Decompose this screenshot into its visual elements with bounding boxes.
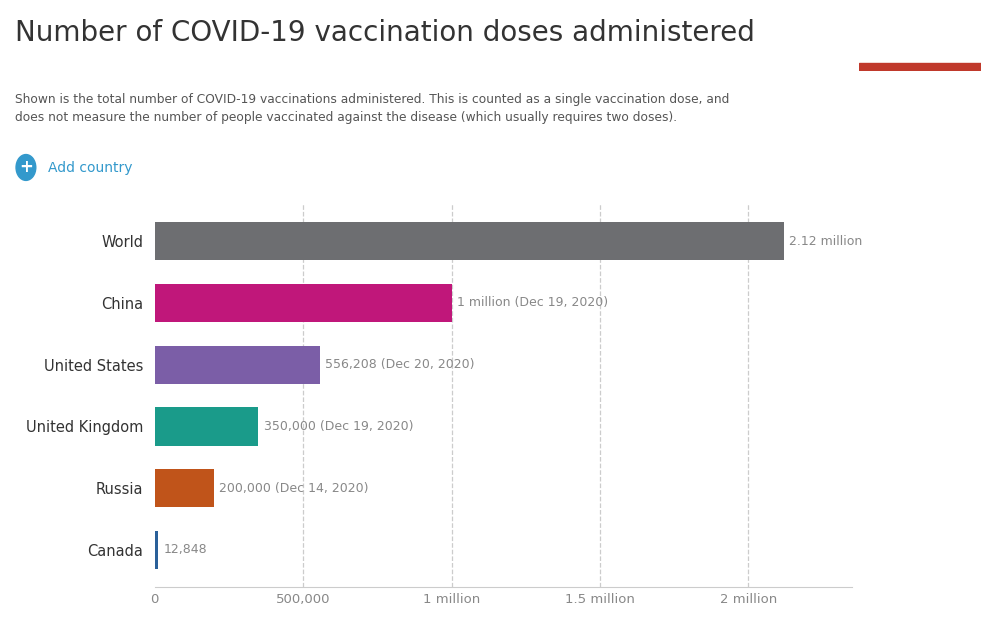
Circle shape <box>16 154 36 181</box>
Text: 1 million (Dec 19, 2020): 1 million (Dec 19, 2020) <box>457 297 608 309</box>
Text: Add country: Add country <box>48 161 133 175</box>
Text: 200,000 (Dec 14, 2020): 200,000 (Dec 14, 2020) <box>219 482 369 494</box>
Bar <box>155 346 320 384</box>
Text: Number of COVID-19 vaccination doses administered: Number of COVID-19 vaccination doses adm… <box>15 19 755 47</box>
Bar <box>155 222 784 260</box>
Bar <box>155 469 214 507</box>
Text: Shown is the total number of COVID-19 vaccinations administered. This is counted: Shown is the total number of COVID-19 va… <box>15 93 730 124</box>
Text: 556,208 (Dec 20, 2020): 556,208 (Dec 20, 2020) <box>325 358 475 371</box>
Text: 2.12 million: 2.12 million <box>790 235 862 248</box>
Text: 350,000 (Dec 19, 2020): 350,000 (Dec 19, 2020) <box>264 420 414 433</box>
Text: +: + <box>19 158 33 177</box>
Text: 12,848: 12,848 <box>164 544 207 556</box>
Bar <box>859 63 981 71</box>
Text: in Data: in Data <box>893 41 947 54</box>
Bar <box>155 284 452 322</box>
Text: Our World: Our World <box>882 21 958 34</box>
Bar <box>155 407 258 445</box>
Bar <box>155 531 159 569</box>
